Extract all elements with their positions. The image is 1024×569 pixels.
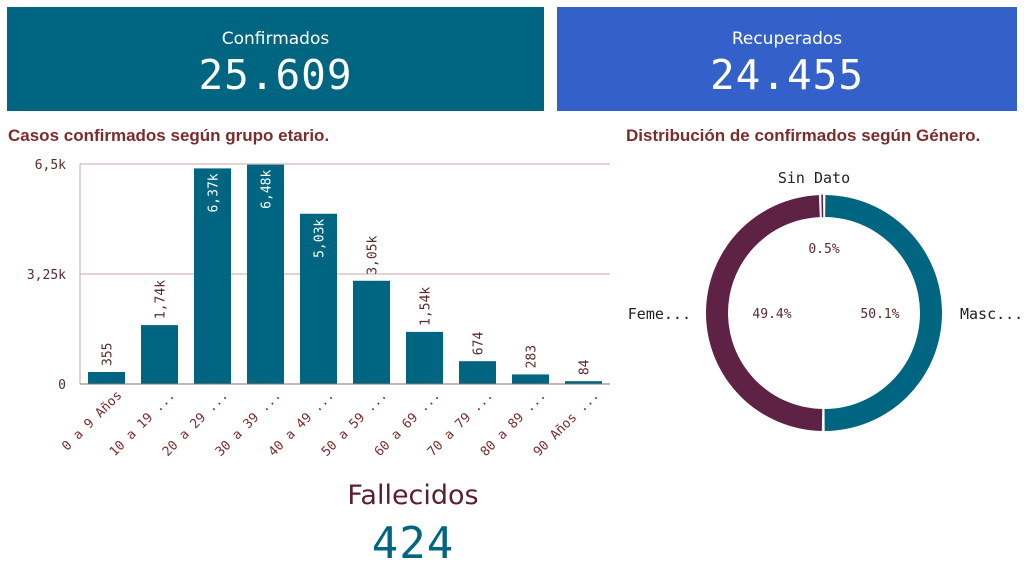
bar-value-label: 1,54k (419, 287, 434, 326)
donut-slice (706, 195, 823, 431)
slice-percent-label: 0.5% (808, 242, 839, 257)
bar-value-label: 674 (472, 332, 487, 356)
bar-value-label: 84 (578, 359, 593, 375)
donut-slice (821, 194, 824, 218)
bar (353, 280, 390, 384)
bar (141, 325, 178, 384)
bar (459, 361, 496, 384)
bar-value-label: 6,37k (207, 173, 222, 212)
confirmed-label: Confirmados (221, 29, 330, 49)
donut-slice (824, 195, 943, 431)
slice-category-label: Sin Dato (778, 169, 850, 187)
bar (406, 331, 443, 384)
confirmed-value: 25.609 (198, 51, 353, 99)
bar (247, 164, 284, 384)
recovered-label: Recuperados (731, 29, 843, 49)
slice-category-label: Feme... (628, 305, 691, 323)
slice-category-label: Masc... (960, 305, 1023, 323)
gender-donut-chart[interactable]: 50.1% 49.4% 0.5% Masc... Feme... Sin Dato (620, 160, 1024, 450)
bar-value-label: 1,74k (154, 280, 169, 319)
bar-value-label: 5,03k (313, 219, 328, 258)
y-tick-label: 6,5k (35, 158, 66, 173)
recovered-kpi-tile: Recuperados 24.455 (557, 7, 1017, 111)
bar-value-label: 355 (101, 343, 116, 366)
y-tick-label: 3,25k (27, 268, 66, 283)
gender-chart-title: Distribución de confirmados según Género… (626, 126, 981, 145)
bar (194, 168, 231, 384)
bar (300, 213, 337, 384)
bar-value-label: 6,48k (260, 170, 275, 209)
bar (512, 374, 549, 384)
deaths-value: 424 (371, 518, 455, 569)
age-chart-title: Casos confirmados según grupo etario. (8, 126, 330, 145)
slice-percent-label: 50.1% (860, 307, 899, 322)
recovered-value: 24.455 (709, 51, 865, 99)
y-tick-label: 0 (58, 378, 66, 393)
bar (565, 381, 602, 384)
confirmed-kpi-tile: Confirmados 25.609 (7, 7, 544, 111)
deaths-label: Fallecidos (347, 480, 479, 511)
slice-percent-label: 49.4% (752, 307, 791, 322)
bar (88, 371, 125, 384)
bar-value-label: 3,05k (366, 235, 381, 274)
bar-value-label: 283 (525, 345, 540, 368)
